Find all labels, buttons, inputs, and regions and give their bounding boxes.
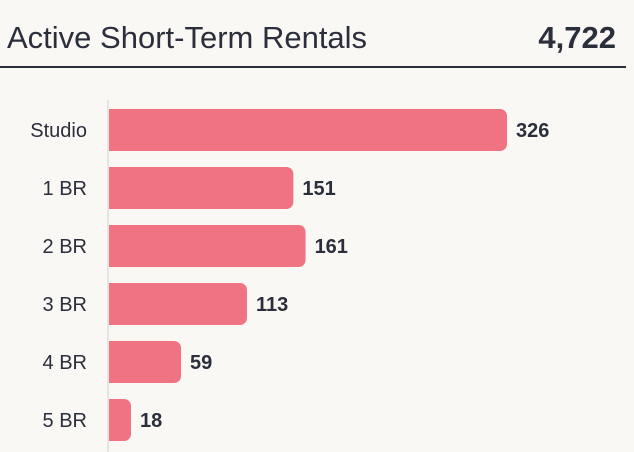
category-label: Studio (30, 120, 87, 142)
value-label: 151 (302, 178, 335, 200)
bar-1-br (109, 167, 294, 209)
bar-edge-5-br (109, 399, 116, 441)
chart-title: Active Short-Term Rentals (7, 20, 368, 55)
category-label: 2 BR (43, 236, 87, 258)
bar-edge-studio (109, 109, 116, 151)
value-label: 161 (315, 236, 348, 258)
value-label: 113 (256, 294, 288, 316)
bar-3-br (109, 283, 247, 325)
category-label: 4 BR (43, 352, 87, 374)
category-label: 3 BR (43, 294, 87, 316)
bar-edge-1-br (109, 167, 116, 209)
total-count: 4,722 (538, 20, 616, 55)
category-label: 1 BR (43, 178, 87, 200)
bar-4-br (109, 341, 182, 383)
bar-studio (109, 109, 508, 151)
category-label: 5 BR (43, 410, 87, 432)
value-label: 59 (190, 352, 212, 374)
bars-group: Studio 326 1 BR 151 2 BR 161 3 BR 113 4 BR 59 5 BR… (30, 109, 549, 441)
bar-edge-4-br (109, 341, 116, 383)
bar-2-br (109, 225, 306, 267)
value-label: 326 (516, 120, 549, 142)
bar-edge-3-br (109, 283, 116, 325)
chart-header: Active Short-Term Rentals 4,722 (0, 0, 626, 68)
bar-edge-2-br (109, 225, 116, 267)
value-label: 18 (140, 410, 162, 432)
